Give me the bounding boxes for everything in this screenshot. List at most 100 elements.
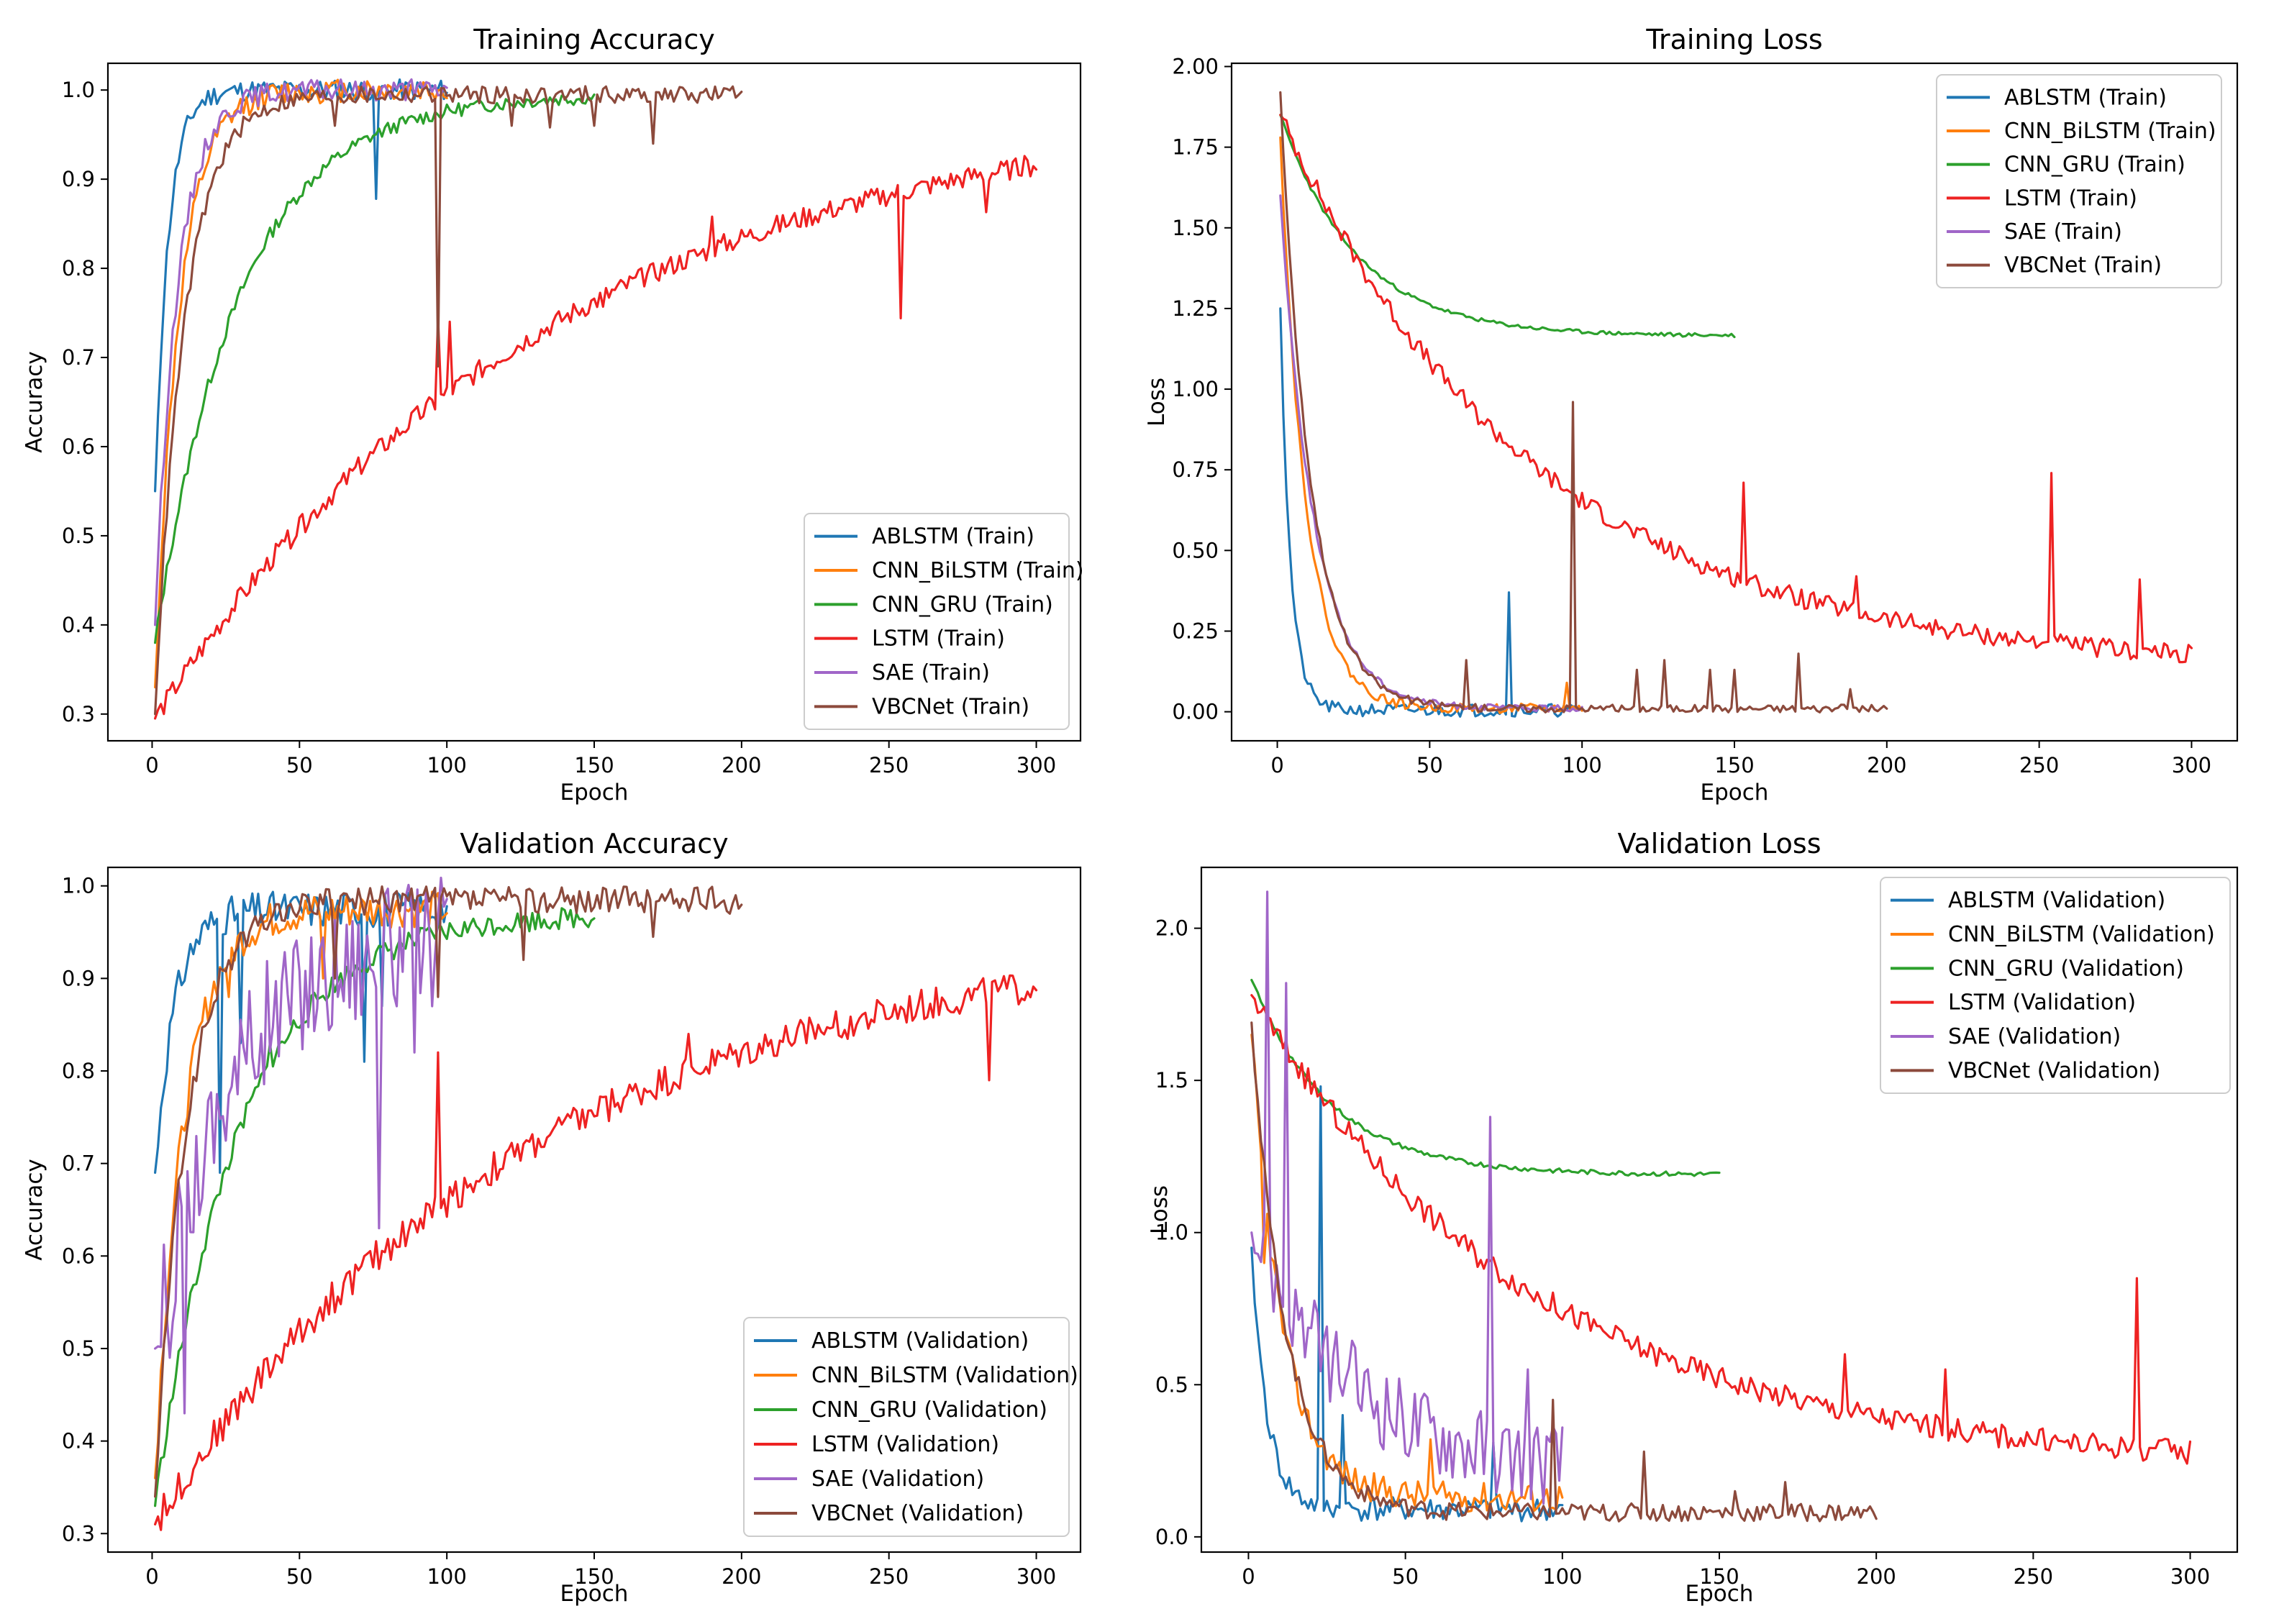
x-tick-label: 200 (722, 753, 761, 777)
legend-label-cnn-bilstm: CNN_BiLSTM (Train) (2004, 119, 2216, 144)
legend: ABLSTM (Validation) CNN_BiLSTM (Validatio… (743, 1317, 1078, 1537)
x-tick-label: 50 (1416, 753, 1443, 777)
legend-frame (804, 513, 1070, 730)
series-layer (154, 876, 1038, 1531)
y-tick-label: 2.00 (1172, 54, 1219, 78)
series-line-lstm (154, 155, 1038, 720)
legend-label-sae: SAE (Train) (2004, 219, 2122, 245)
y-tick-label: 0.3 (62, 1521, 95, 1546)
x-tick-label: 150 (1699, 1564, 1739, 1589)
y-tick-label: 0.75 (1172, 457, 1219, 482)
y-axis-label: Accuracy (22, 351, 47, 453)
legend-label-cnn-gru: CNN_GRU (Validation) (1948, 956, 2184, 981)
legend-frame (1880, 877, 2231, 1094)
legend-label-vbcnet: VBCNet (Validation) (1948, 1058, 2160, 1083)
x-tick-label: 250 (869, 1564, 909, 1589)
x-tick-label: 250 (2019, 753, 2059, 777)
tick-layer: 0 50 100 150 200 250 300 0.00 0.25 0.50 0.75 1.00 1.… (1172, 54, 2211, 777)
x-tick-label: 0 (145, 1564, 158, 1589)
x-tick-label: 100 (1562, 753, 1602, 777)
x-tick-label: 250 (869, 753, 909, 777)
chart-title: Training Loss (1645, 24, 1822, 55)
legend-frame (1936, 74, 2222, 288)
tick-layer: 0 50 100 150 200 250 300 0.3 0.4 0.5 0.6 0.7 0.8 0.9 1… (62, 874, 1056, 1589)
x-tick-label: 0 (145, 753, 158, 777)
x-tick-label: 300 (1016, 753, 1056, 777)
series-line-cnn-gru (1279, 114, 1736, 339)
legend-label-cnn-gru: CNN_GRU (Validation) (811, 1397, 1047, 1423)
x-tick-label: 300 (1016, 1564, 1056, 1589)
x-tick-label: 150 (1714, 753, 1754, 777)
y-tick-label: 0.25 (1172, 619, 1219, 643)
legend-label-ablstm: ABLSTM (Validation) (1948, 888, 2165, 913)
series-layer (154, 78, 1038, 720)
series-line-sae (1279, 194, 1583, 713)
y-tick-label: 0.7 (62, 345, 95, 370)
tick-layer: 0 50 100 150 200 250 300 0.0 0.5 1.0 1.5 2.0 (1155, 916, 2210, 1589)
y-tick-label: 0.8 (62, 1059, 95, 1083)
x-tick-label: 250 (2014, 1564, 2053, 1589)
legend-label-cnn-bilstm: CNN_BiLSTM (Train) (872, 558, 1084, 583)
y-tick-label: 0.5 (62, 1336, 95, 1361)
x-tick-label: 200 (722, 1564, 761, 1589)
legend-label-lstm: LSTM (Train) (872, 626, 1005, 652)
y-tick-label: 0.00 (1172, 700, 1219, 724)
x-tick-label: 0 (1242, 1564, 1255, 1589)
series-line-ablstm (1279, 307, 1583, 718)
x-tick-label: 0 (1270, 753, 1283, 777)
x-tick-label: 150 (574, 1564, 614, 1589)
x-tick-label: 50 (1392, 1564, 1419, 1589)
x-tick-label: 100 (427, 753, 466, 777)
legend-label-ablstm: ABLSTM (Validation) (811, 1328, 1029, 1354)
x-tick-label: 50 (286, 1564, 313, 1589)
panel-validation-loss: 0 50 100 150 200 250 300 0.0 0.5 1.0 1.5 2.0 Valida… (1147, 828, 2239, 1607)
legend-label-sae: SAE (Validation) (1948, 1024, 2121, 1049)
y-tick-label: 0.9 (62, 966, 95, 990)
y-tick-label: 0.8 (62, 256, 95, 280)
legend-frame (743, 1317, 1070, 1537)
y-tick-label: 1.0 (62, 874, 95, 898)
series-line-lstm (154, 974, 1038, 1531)
legend-label-cnn-bilstm: CNN_BiLSTM (Validation) (811, 1363, 1078, 1388)
series-line-vbcnet (154, 885, 743, 1498)
chart-title: Training Accuracy (473, 24, 715, 55)
y-tick-label: 0.0 (1155, 1525, 1188, 1549)
chart-title: Validation Loss (1617, 828, 1821, 859)
x-tick-label: 300 (2172, 753, 2211, 777)
y-tick-label: 0.6 (62, 1244, 95, 1268)
legend-label-cnn-gru: CNN_GRU (Train) (2004, 152, 2185, 178)
series-line-ablstm (1250, 1085, 1564, 1523)
legend-label-cnn-bilstm: CNN_BiLSTM (Validation) (1948, 922, 2215, 947)
series-line-lstm (1279, 114, 2193, 664)
y-tick-label: 1.50 (1172, 216, 1219, 240)
series-line-vbcnet (1250, 1021, 1878, 1523)
panel-validation-accuracy: 0 50 100 150 200 250 300 0.3 0.4 0.5 0.6 0.7 0.8 0.9 1… (22, 828, 1082, 1607)
legend: ABLSTM (Train) CNN_BiLSTM (Train) CNN_GRU … (1936, 74, 2222, 288)
y-axis-label: Accuracy (22, 1159, 47, 1261)
x-tick-label: 50 (286, 753, 313, 777)
y-tick-label: 0.3 (62, 702, 95, 726)
legend-label-ablstm: ABLSTM (Train) (872, 524, 1034, 549)
y-tick-label: 0.9 (62, 167, 95, 191)
series-layer (1279, 91, 2193, 718)
x-tick-label: 100 (1542, 1564, 1582, 1589)
legend-label-vbcnet: VBCNet (Train) (872, 694, 1029, 719)
y-tick-label: 1.5 (1155, 1068, 1188, 1092)
series-layer (1250, 890, 2192, 1523)
y-tick-label: 0.6 (62, 434, 95, 459)
panel-training-loss: 0 50 100 150 200 250 300 0.00 0.25 0.50 0.75 1.00 1.… (1144, 24, 2239, 806)
series-line-sae (154, 78, 448, 626)
y-tick-label: 0.50 (1172, 538, 1219, 562)
tick-layer: 0 50 100 150 200 250 300 0.3 0.4 0.5 0.6 0.7 0.8 0.9 1… (62, 78, 1056, 777)
series-line-vbcnet (1279, 91, 1888, 714)
x-tick-label: 100 (427, 1564, 466, 1589)
chart-title: Validation Accuracy (460, 828, 728, 859)
legend-label-cnn-gru: CNN_GRU (Train) (872, 592, 1053, 617)
y-tick-label: 0.5 (1155, 1372, 1188, 1397)
series-line-cnn-gru (154, 93, 596, 644)
y-tick-label: 2.0 (1155, 916, 1188, 941)
legend-label-vbcnet: VBCNet (Validation) (811, 1501, 1024, 1526)
y-tick-label: 1.25 (1172, 296, 1219, 321)
series-line-sae (154, 876, 448, 1415)
